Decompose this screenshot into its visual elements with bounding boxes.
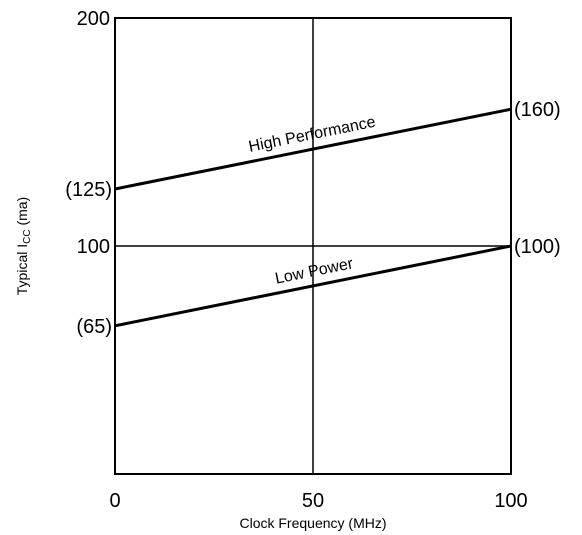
y-axis-label-prefix: Typical I [14,244,30,295]
x-tick-label: 50 [302,490,324,512]
y-tick-label: 100 [77,236,110,258]
x-tick-label: 0 [109,490,120,512]
y-axis-label: Typical ICC (ma) [14,197,33,295]
series-end-label: (160) [514,99,561,121]
series-start-label: (65) [76,316,112,338]
series-line [114,107,512,191]
x-axis-label: Clock Frequency (MHz) [239,515,386,531]
y-axis-label-suffix: (ma) [14,197,30,230]
series-line [114,244,512,328]
series-name-label: Low Power [274,255,356,287]
series-start-label: (125) [65,179,112,201]
y-tick-label: 200 [77,8,110,30]
tick-labels: 0 50 100 100 200 [77,8,528,512]
y-axis-label-subscript: CC [22,229,33,243]
series-end-label: (100) [514,236,561,258]
gridlines [115,18,511,474]
x-tick-label: 100 [494,490,527,512]
